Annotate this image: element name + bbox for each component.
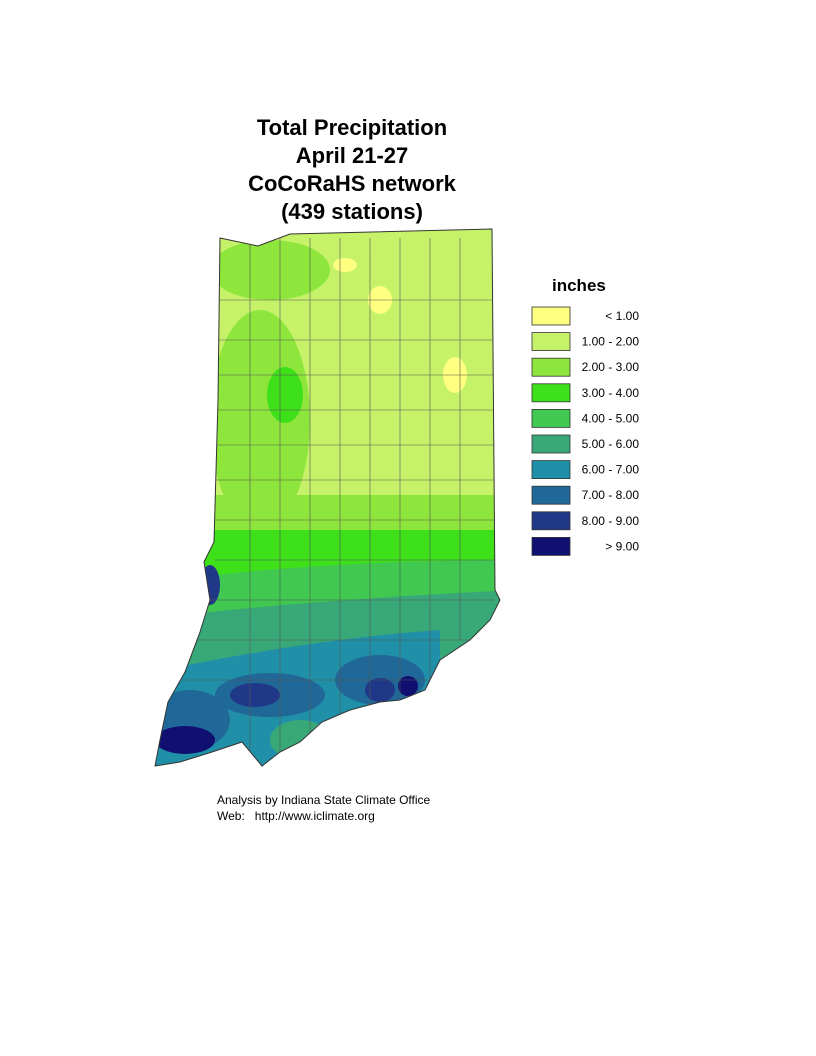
legend-label: 2.00 - 3.00	[582, 360, 640, 374]
credit: Analysis by Indiana State Climate Office	[217, 793, 431, 807]
zone	[210, 310, 310, 530]
title-line: CoCoRaHS network	[248, 171, 457, 196]
state-map	[155, 229, 500, 766]
zone	[210, 240, 330, 300]
legend-label: 6.00 - 7.00	[582, 463, 640, 477]
legend-label: 8.00 - 9.00	[582, 514, 640, 528]
legend-swatch	[531, 383, 571, 403]
zone	[270, 720, 330, 760]
zone	[365, 678, 395, 702]
zone	[155, 726, 215, 754]
credit: Web: http://www.iclimate.org	[217, 809, 375, 823]
legend-swatch	[531, 434, 571, 454]
legend-label: < 1.00	[605, 309, 639, 323]
zone	[333, 258, 357, 272]
county-lines	[165, 238, 495, 760]
legend-swatch	[531, 357, 571, 377]
zone	[267, 367, 303, 423]
legend-swatch	[531, 485, 571, 505]
legend-swatch	[531, 408, 571, 428]
legend-swatch	[531, 460, 571, 480]
zone	[398, 676, 418, 696]
legend-label: 4.00 - 5.00	[582, 411, 640, 425]
legend-swatch	[531, 306, 571, 326]
legend-label: 3.00 - 4.00	[582, 386, 640, 400]
legend-label: > 9.00	[605, 539, 639, 553]
legend-label: 1.00 - 2.00	[582, 335, 640, 349]
legend-swatch	[531, 332, 571, 352]
legend-title: inches	[552, 276, 606, 295]
legend-swatch	[531, 511, 571, 531]
legend-swatch	[531, 537, 571, 556]
title-line: April 21-27	[296, 143, 409, 168]
legend-label: 7.00 - 8.00	[582, 488, 640, 502]
legend-label: 5.00 - 6.00	[582, 437, 640, 451]
title-line: (439 stations)	[281, 199, 423, 224]
zone	[230, 683, 280, 707]
title-line: Total Precipitation	[257, 115, 447, 140]
legend: < 1.00 1.00 - 2.00 2.00 - 3.00 3.00 - 4.00 4…	[531, 306, 640, 556]
